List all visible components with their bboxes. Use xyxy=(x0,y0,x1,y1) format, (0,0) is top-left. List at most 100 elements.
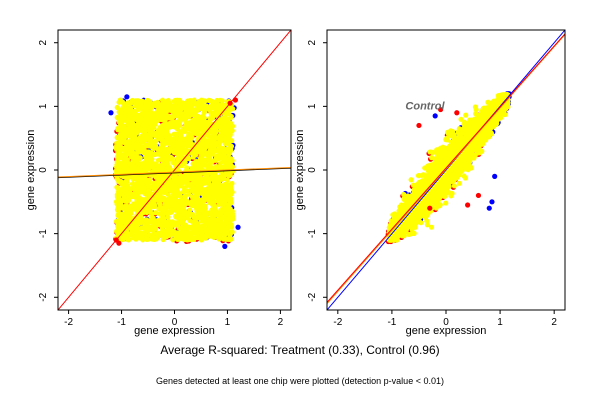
data-point xyxy=(217,210,223,216)
data-point xyxy=(184,234,190,240)
data-point xyxy=(208,136,214,142)
data-point xyxy=(173,195,179,201)
data-point xyxy=(198,119,205,126)
data-point xyxy=(221,157,227,163)
data-point xyxy=(126,208,132,214)
data-point xyxy=(210,190,216,196)
data-point xyxy=(176,192,183,199)
data-point xyxy=(175,146,181,152)
data-point xyxy=(201,176,208,182)
data-point xyxy=(203,214,209,220)
data-point xyxy=(197,157,203,163)
data-point xyxy=(125,236,131,243)
data-point xyxy=(175,112,181,119)
data-point xyxy=(132,187,139,194)
data-point xyxy=(134,213,140,220)
data-point xyxy=(135,115,141,121)
data-point xyxy=(123,157,130,164)
data-point xyxy=(190,236,197,242)
data-point xyxy=(120,233,126,239)
data-point xyxy=(121,137,127,143)
data-point xyxy=(157,192,163,198)
data-point xyxy=(151,232,157,238)
data-point xyxy=(124,183,131,189)
series-line-orange xyxy=(58,166,291,178)
data-point xyxy=(225,221,231,227)
y-tick-label: 1 xyxy=(38,103,49,109)
data-point xyxy=(153,210,159,216)
data-point xyxy=(173,139,179,145)
data-point xyxy=(193,230,199,236)
plot-area xyxy=(327,30,565,310)
data-point xyxy=(140,178,146,184)
data-point xyxy=(213,226,220,232)
data-point xyxy=(158,166,165,172)
data-point xyxy=(121,204,128,210)
data-point xyxy=(130,228,137,234)
data-point xyxy=(223,162,229,168)
data-point xyxy=(207,97,213,104)
data-point xyxy=(172,102,178,108)
data-point xyxy=(115,127,121,133)
data-point xyxy=(205,152,211,158)
data-point xyxy=(193,159,199,165)
data-point xyxy=(145,119,152,126)
data-point xyxy=(179,144,186,150)
data-point xyxy=(200,137,207,143)
data-point xyxy=(174,150,181,157)
data-point xyxy=(137,102,143,108)
data-point xyxy=(184,148,190,154)
data-point xyxy=(155,163,161,170)
data-point xyxy=(139,225,145,231)
data-point xyxy=(117,179,123,185)
data-point xyxy=(132,136,139,143)
data-point xyxy=(159,215,165,221)
data-point xyxy=(167,209,173,215)
data-point xyxy=(153,143,159,149)
data-point xyxy=(195,164,201,170)
data-point xyxy=(114,134,120,141)
data-point xyxy=(201,192,207,198)
data-point xyxy=(215,106,221,112)
y-tick-label: -1 xyxy=(38,229,49,238)
data-point xyxy=(199,236,205,243)
data-point xyxy=(209,233,215,239)
data-point xyxy=(208,110,214,116)
data-point xyxy=(149,163,156,169)
data-point xyxy=(184,138,191,144)
data-point xyxy=(166,140,172,146)
data-point xyxy=(202,203,208,209)
data-point xyxy=(219,176,225,182)
data-point xyxy=(167,120,173,126)
data-point xyxy=(229,164,236,170)
data-point xyxy=(183,120,189,126)
data-point xyxy=(127,138,133,144)
data-point xyxy=(128,164,134,171)
data-point xyxy=(138,187,144,193)
data-point xyxy=(183,228,189,234)
data-point xyxy=(215,220,221,226)
data-point xyxy=(189,198,196,204)
data-point xyxy=(125,198,131,204)
data-point xyxy=(223,194,230,200)
data-point xyxy=(165,214,171,220)
data-point xyxy=(194,138,200,144)
data-point xyxy=(114,114,120,121)
data-point xyxy=(134,174,141,180)
data-point xyxy=(224,230,230,236)
data-point xyxy=(132,218,139,224)
data-point xyxy=(202,162,208,168)
data-point xyxy=(190,165,196,171)
data-point xyxy=(206,105,212,112)
data-point xyxy=(132,103,138,109)
data-point xyxy=(199,224,205,230)
data-point xyxy=(181,215,187,221)
data-point xyxy=(159,97,166,103)
data-point xyxy=(132,164,138,170)
data-point xyxy=(170,159,176,165)
series-line-dark xyxy=(58,167,291,179)
data-point xyxy=(215,146,222,152)
data-point xyxy=(121,101,127,107)
